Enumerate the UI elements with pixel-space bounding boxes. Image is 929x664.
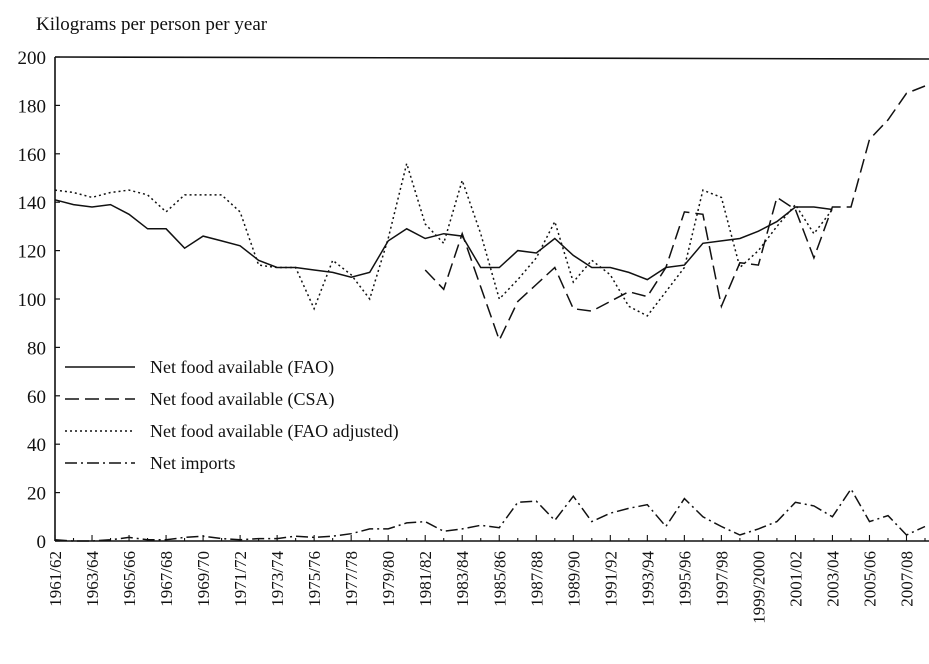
y-tick-label: 100 — [18, 290, 47, 311]
y-axis-title: Kilograms per person per year — [36, 14, 268, 35]
x-tick-label: 2007/08 — [897, 551, 916, 607]
x-tick-label: 1993/94 — [638, 551, 657, 607]
series-line — [54, 487, 926, 542]
x-tick-label: 1965/66 — [120, 551, 139, 607]
x-tick-label: 1995/96 — [675, 551, 694, 607]
y-tick-label: 40 — [27, 435, 46, 456]
y-tick-label: 200 — [18, 48, 47, 69]
x-tick-label: 2003/04 — [823, 551, 842, 607]
x-tick-label: 1999/2000 — [749, 551, 768, 624]
series-line — [54, 160, 833, 317]
x-tick-label: 1975/76 — [305, 551, 324, 607]
x-tick-label: 2001/02 — [786, 551, 805, 607]
legend-label: Net food available (FAO) — [150, 357, 334, 378]
x-tick-label: 1973/74 — [268, 551, 287, 607]
x-tick-label: 1969/70 — [194, 551, 213, 607]
x-tick-label: 1983/84 — [453, 551, 472, 607]
y-tick-label: 140 — [18, 193, 47, 214]
x-tick-label: 2005/06 — [860, 551, 879, 607]
y-tick-label: 20 — [27, 484, 46, 505]
x-tick-label: 1961/62 — [46, 551, 65, 607]
x-tick-label: 1991/92 — [601, 551, 620, 607]
x-tick-label: 1989/90 — [564, 551, 583, 607]
y-tick-label: 120 — [18, 242, 47, 263]
series-line — [424, 85, 926, 343]
x-tick-label: 1997/98 — [712, 551, 731, 607]
legend-label: Net imports — [150, 453, 236, 473]
x-tick-label: 1981/82 — [416, 551, 435, 607]
legend-label: Net food available (CSA) — [150, 389, 334, 410]
y-tick-label: 80 — [27, 338, 46, 359]
x-tick-label: 1987/88 — [527, 551, 546, 607]
legend-label: Net food available (FAO adjusted) — [150, 421, 399, 442]
x-tick-label: 1963/64 — [83, 551, 102, 607]
series-line — [54, 199, 833, 281]
x-tick-label: 1979/80 — [379, 551, 398, 607]
y-tick-label: 60 — [27, 387, 46, 408]
y-tick-label: 0 — [37, 532, 47, 553]
y-tick-label: 160 — [18, 145, 47, 166]
y-tick-label: 180 — [18, 96, 47, 117]
x-tick-label: 1985/86 — [490, 551, 509, 607]
x-tick-label: 1977/78 — [342, 551, 361, 607]
x-tick-label: 1967/68 — [157, 551, 176, 607]
x-tick-label: 1971/72 — [231, 551, 250, 607]
axis-top — [54, 56, 929, 60]
